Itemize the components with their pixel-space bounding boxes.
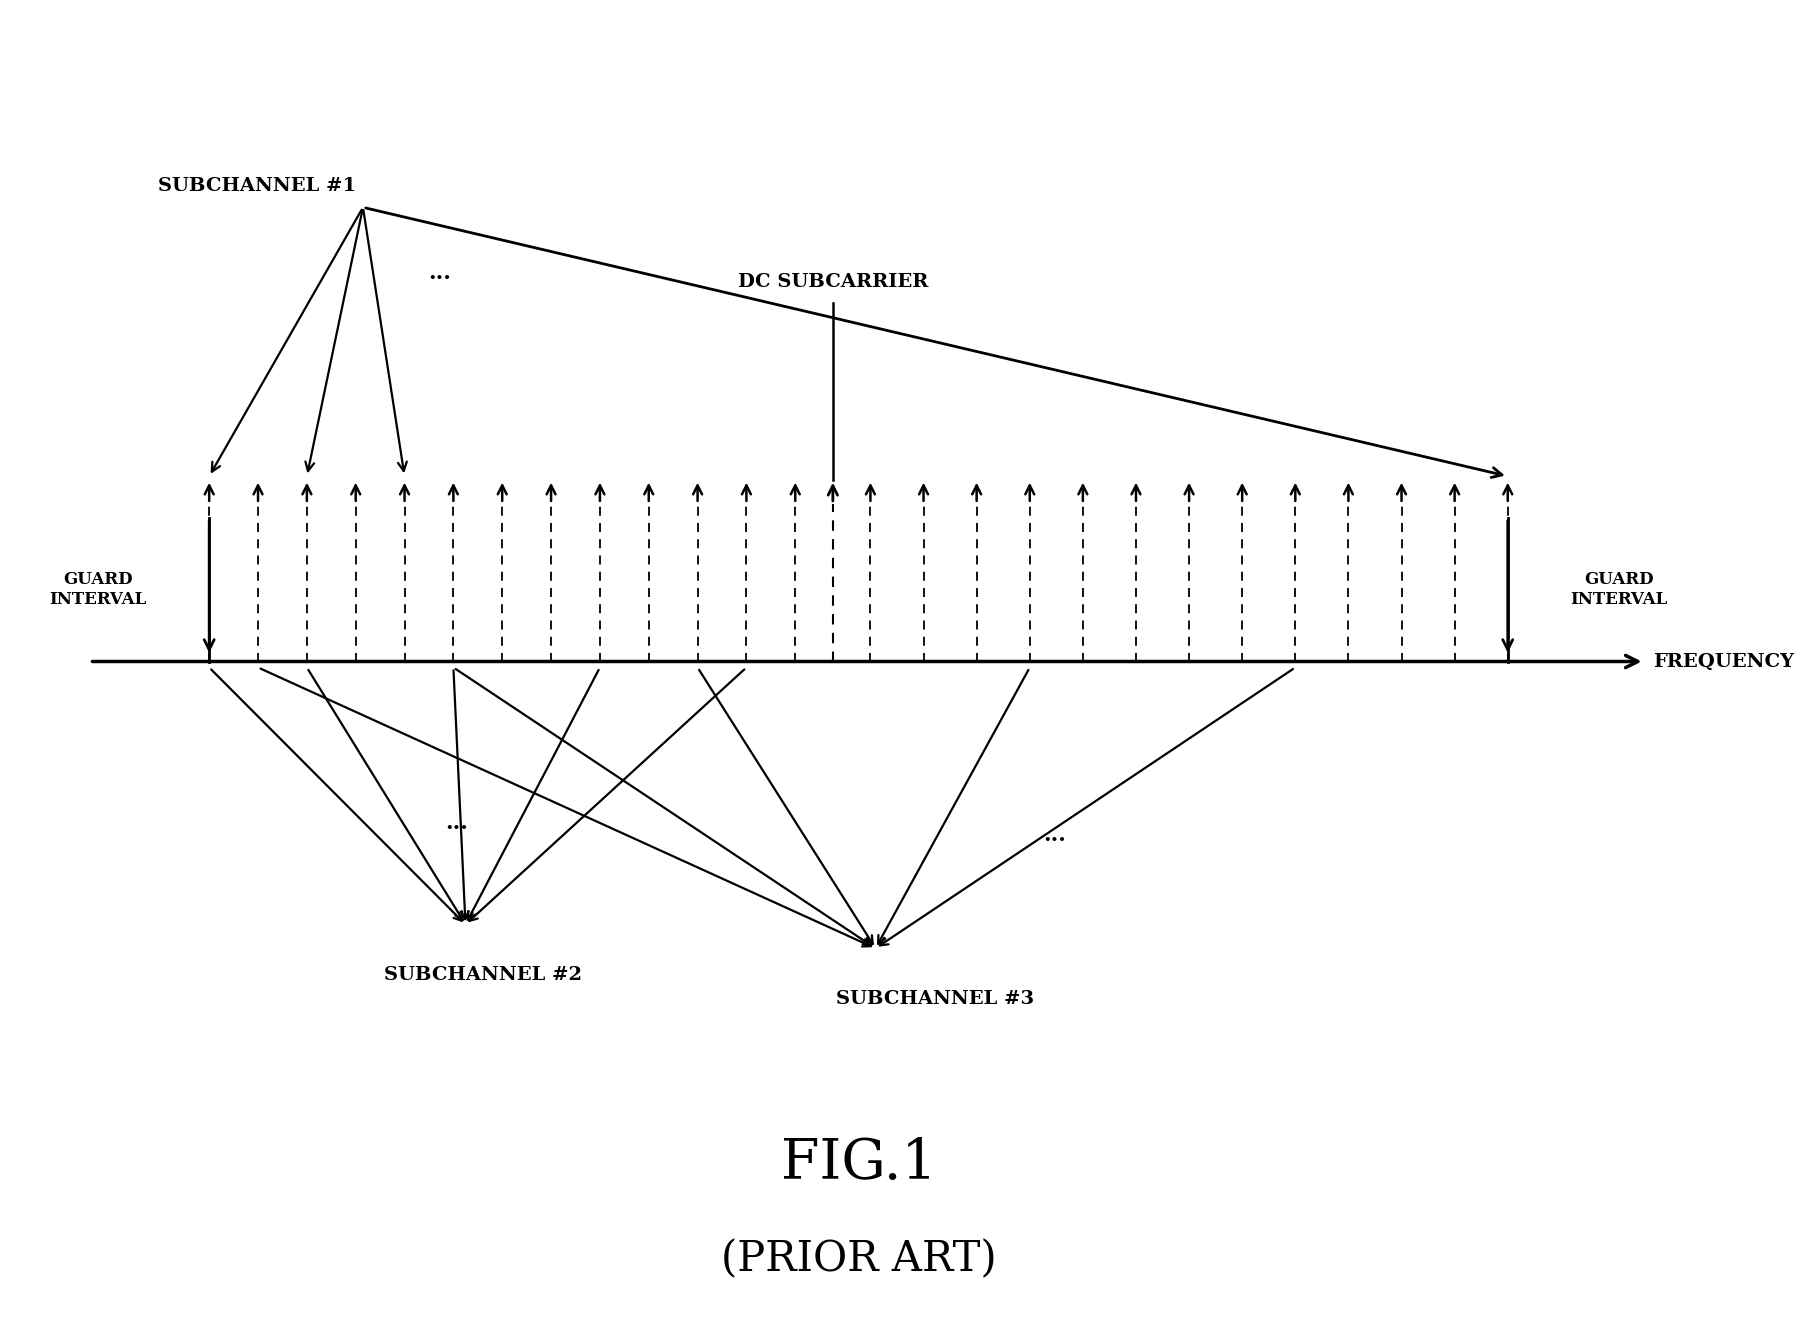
Text: FREQUENCY: FREQUENCY (1653, 652, 1795, 671)
Text: FIG.1: FIG.1 (781, 1136, 937, 1191)
Text: (PRIOR ART): (PRIOR ART) (720, 1238, 997, 1281)
Text: ...: ... (429, 262, 450, 284)
Text: SUBCHANNEL #3: SUBCHANNEL #3 (836, 990, 1035, 1008)
Text: GUARD
INTERVAL: GUARD INTERVAL (1570, 572, 1668, 609)
Text: DC SUBCARRIER: DC SUBCARRIER (738, 273, 928, 291)
Text: SUBCHANNEL #1: SUBCHANNEL #1 (157, 177, 356, 196)
Text: ...: ... (1044, 824, 1066, 845)
Text: ...: ... (445, 812, 469, 833)
Text: SUBCHANNEL #2: SUBCHANNEL #2 (384, 966, 581, 984)
Text: GUARD
INTERVAL: GUARD INTERVAL (49, 572, 147, 609)
